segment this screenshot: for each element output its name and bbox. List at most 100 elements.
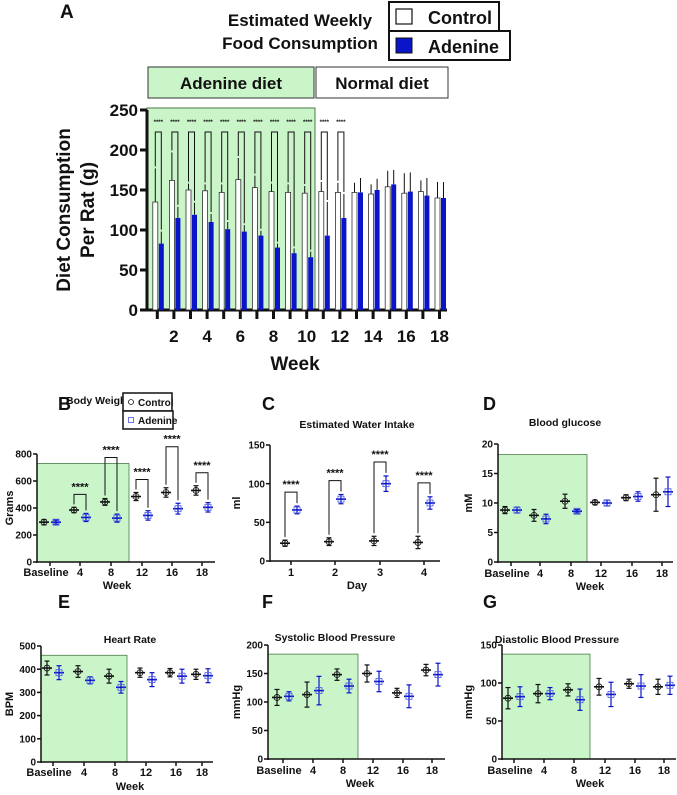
adenine-point [52,518,60,526]
adenine-point [86,676,94,684]
control-point [422,666,430,674]
adenine-diet-band [147,66,315,99]
adenine-bar-week-17 [424,195,430,310]
significance-label: **** [286,120,296,126]
adenine-bar-week-3 [192,214,197,310]
control-point [414,539,422,546]
x-tick-label: Baseline [23,567,68,579]
significance-bracket [135,479,149,508]
chart-d: 0 5 10 15 20 Baseline 4 8 12 16 18 D Blood glucose mM… [463,394,673,593]
control-bar-week-8 [268,191,275,311]
y-axis-label-line2: Per Rat (g) [78,162,99,258]
significance-label: **** [336,120,346,126]
control-point [40,518,48,526]
control-point [166,669,174,677]
significance-label: **** [237,120,247,126]
legend-box-adenine [122,410,174,430]
adenine-bar-week-13 [358,192,363,310]
control-point [561,497,569,505]
x-tick-label: 3 [377,567,383,579]
significance-bracket [417,482,431,534]
adenine-point [603,499,611,507]
control-point [591,499,599,506]
y-axis-label: Grams [4,491,16,526]
y-tick-label: 0 [259,557,265,568]
adenine-bar-week-14 [374,190,380,310]
adenine-bar-week-18 [441,198,446,310]
x-tick-label: Baseline [256,765,301,777]
y-tick-label: 50 [254,518,266,529]
chart-title-line2: Food Consumption [222,34,378,53]
panel-letter-e: E [58,592,70,612]
adenine-point [117,683,125,691]
control-point [273,694,281,701]
significance-bracket [154,131,162,230]
y-tick-label: 15 [482,469,494,480]
x-tick-label: 6 [236,327,245,346]
y-tick-label: 50 [119,261,138,280]
control-point [564,686,572,694]
control-bar-week-9 [285,191,292,311]
x-tick-label: 4 [202,327,212,346]
control-bar-week-13 [351,191,358,311]
x-axis-label: Week [576,778,605,790]
significance-label: **** [270,120,280,126]
adenine-point [664,488,672,496]
control-point [281,539,289,547]
control-bar-week-3 [185,189,192,311]
control-point [101,498,109,506]
significance-label: **** [71,481,89,493]
y-tick-label: 0 [257,755,263,766]
adenine-diet-shading [267,653,359,760]
x-tick-label: 16 [166,567,178,579]
significance-label: **** [320,120,330,126]
panel-letter-a: A [60,2,74,23]
x-tick-label: 16 [397,765,409,777]
adenine-point [576,696,584,704]
adenine-point [542,515,550,523]
significance-label: **** [282,479,300,491]
y-tick-label: 0 [487,558,493,569]
control-bar-week-14 [368,193,375,311]
adenine-point [607,691,615,698]
control-point [132,493,140,500]
significance-label: **** [326,468,344,480]
normal-diet-label: Normal diet [335,74,429,93]
chart-title-line1: Estimated Weekly [228,11,373,30]
normal-diet-band [315,66,449,99]
x-tick-label: 16 [629,765,641,777]
legend-label-control: Control [428,8,492,28]
legend-swatch-adenine [395,37,413,54]
chart-g: 0 50 100 150 Baseline 4 8 12 16 18 G Diastolic Bloo… [463,592,676,790]
control-point [654,683,662,691]
y-tick-label: 150 [248,441,265,452]
x-tick-label: 12 [595,568,607,580]
adenine-point [546,690,554,698]
significance-bracket [304,131,312,250]
panel-letter-f: F [262,592,273,612]
x-tick-label: 8 [340,765,346,777]
adenine-diet-shading [36,463,130,563]
panel-title: Estimated Water Intake [299,419,414,431]
significance-bracket [204,131,212,212]
y-tick-label: 150 [110,181,138,200]
control-bar-week-4 [202,190,209,311]
x-tick-label: 4 [77,567,84,579]
y-tick-label: 50 [252,726,264,737]
control-point [192,670,200,678]
chart-e: 0 100 200 300 400 500 Baseline 4 8 12 16 18 E Heart R… [4,592,213,793]
legend-label-control: Control [138,398,174,409]
adenine-point [637,682,645,690]
significance-bracket [320,131,328,200]
y-tick-label: 0 [129,301,138,320]
x-tick-label: 18 [430,327,449,346]
adenine-bar-week-10 [308,257,314,310]
x-tick-label: 16 [170,767,182,779]
adenine-point [204,672,212,680]
control-bar-week-10 [301,192,308,311]
y-axis-label: ml [231,497,243,510]
significance-label: **** [415,470,433,482]
control-bar-week-1 [152,201,159,311]
